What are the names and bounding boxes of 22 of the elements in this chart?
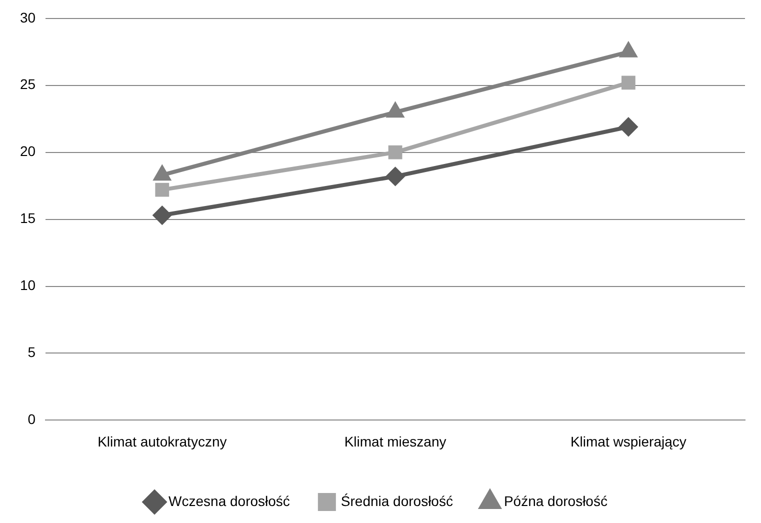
- legend-label: Średnia dorosłość: [340, 492, 453, 509]
- point: [153, 206, 172, 224]
- point: [154, 166, 170, 181]
- y-tick-label: 30: [20, 9, 36, 26]
- point: [387, 103, 404, 118]
- point: [386, 167, 404, 186]
- y-tick-label: 25: [20, 76, 36, 92]
- point: [619, 118, 638, 136]
- x-tick-label: Klimat wspierający: [570, 433, 686, 450]
- legend-label: Późna dorosłość: [504, 492, 608, 509]
- point: [620, 42, 636, 58]
- y-tick-label: 5: [28, 344, 36, 360]
- point: [621, 76, 636, 90]
- y-tick-label: 15: [20, 210, 36, 226]
- x-tick-label: Klimat mieszany: [344, 433, 446, 450]
- point: [388, 145, 402, 160]
- point: [155, 182, 170, 197]
- y-tick-label: 20: [20, 143, 36, 160]
- x-tick-label: Klimat autokratyczny: [98, 433, 227, 450]
- y-tick-label: 0: [28, 411, 36, 428]
- legend-label: Wczesna dorosłość: [168, 492, 290, 509]
- y-tick-label: 10: [20, 277, 36, 294]
